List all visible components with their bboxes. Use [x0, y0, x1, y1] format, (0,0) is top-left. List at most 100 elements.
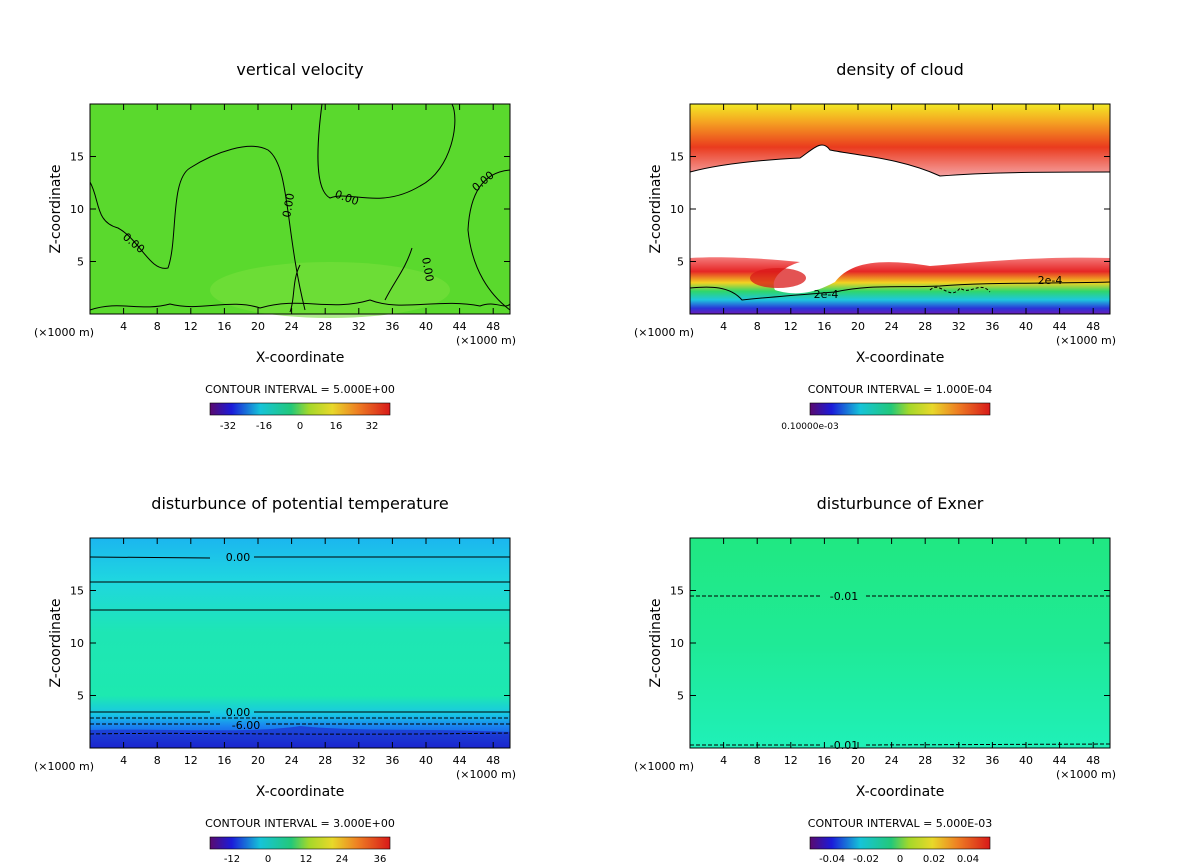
x-tick-label: 28	[918, 320, 932, 333]
y-tick-label: 10	[670, 203, 684, 216]
y-tick-label: 15	[70, 151, 84, 164]
x-tick-label: 28	[318, 754, 332, 767]
x-tick-label: 20	[851, 754, 865, 767]
x-tick-label: 32	[352, 320, 366, 333]
colorbar-label: 24	[336, 854, 349, 865]
colorbar-labels: -0.04 -0.02 0 0.02 0.04	[819, 854, 979, 865]
x-tick-label: 20	[251, 754, 265, 767]
x-tick-label: 48	[1086, 754, 1100, 767]
x-tick-label: 4	[120, 320, 127, 333]
x-tick-label: 12	[184, 754, 198, 767]
y-tick-label: 5	[677, 690, 684, 703]
y-tick-label: 5	[677, 256, 684, 269]
contour-interval: CONTOUR INTERVAL = 5.000E-03	[808, 817, 992, 830]
x-unit-right: (×1000 m)	[1056, 334, 1116, 347]
cold-layer	[90, 726, 510, 748]
colorbar	[209, 402, 391, 416]
x-tick-label: 40	[1019, 754, 1033, 767]
contour-label: 0.00	[280, 192, 297, 218]
colorbar-label: 32	[366, 421, 379, 432]
colorbar-label: -0.04	[819, 854, 845, 865]
cloud-blob	[750, 268, 806, 288]
x-tick-label: 36	[985, 754, 999, 767]
x-tick-label: 4	[120, 754, 127, 767]
contour-lines	[689, 144, 1111, 301]
panel-density-of-cloud: density of cloud 2e-4 2e-4 4 8 12 16 20 24 28 3…	[634, 60, 1116, 432]
x-tick-label: 4	[720, 754, 727, 767]
y-tick-label: 5	[77, 690, 84, 703]
y-tick-label: 5	[77, 256, 84, 269]
x-tick-label: 32	[952, 320, 966, 333]
x-tick-label: 32	[952, 754, 966, 767]
plot-field	[690, 538, 1110, 748]
colorbar-labels: -32 -16 0 16 32	[220, 421, 379, 432]
colorbar-label: 0	[265, 854, 271, 865]
contour-lines	[89, 556, 511, 735]
y-axis-label: Z-coordinate	[48, 164, 64, 253]
x-axis-label: X-coordinate	[856, 350, 945, 366]
x-tick-label: 44	[1053, 754, 1067, 767]
x-unit-right: (×1000 m)	[456, 768, 516, 781]
plot-field	[90, 538, 510, 748]
colorbar-label: -16	[256, 421, 272, 432]
colorbar-label: 0.02	[923, 854, 945, 865]
colorbar-label: -0.02	[853, 854, 879, 865]
panel-potential-temperature: disturbunce of potential temperature 0.0…	[34, 494, 516, 865]
contour-label: -0.01	[830, 590, 858, 603]
y-tick-label: 10	[70, 203, 84, 216]
x-tick-label: 36	[985, 320, 999, 333]
field-shade	[210, 262, 450, 318]
x-unit-left: (×1000 m)	[34, 760, 94, 773]
contour-label: -6.00	[232, 719, 260, 732]
x-tick-label: 8	[154, 754, 161, 767]
y-tick-label: 15	[670, 151, 684, 164]
colorbar-label: 12	[300, 854, 313, 865]
x-tick-label: 12	[184, 320, 198, 333]
contour-label: 0.00	[226, 706, 251, 719]
contour-label: 2e-4	[1038, 274, 1063, 287]
x-tick-label: 12	[784, 754, 798, 767]
x-axis-label: X-coordinate	[856, 784, 945, 800]
y-tick-label: 10	[70, 637, 84, 650]
x-tick-label: 16	[217, 320, 231, 333]
x-unit-right: (×1000 m)	[1056, 768, 1116, 781]
x-axis-label: X-coordinate	[256, 784, 345, 800]
x-tick-label: 16	[817, 754, 831, 767]
chart-title: density of cloud	[836, 60, 964, 79]
colorbar	[209, 836, 391, 850]
colorbar-label: 36	[374, 854, 387, 865]
y-tick-label: 15	[670, 585, 684, 598]
y-axis-label: Z-coordinate	[648, 164, 664, 253]
colorbar-label: 0.04	[957, 854, 979, 865]
contour-interval: CONTOUR INTERVAL = 1.000E-04	[808, 383, 992, 396]
cloud-bottom-layer	[690, 257, 1110, 314]
x-tick-label: 36	[385, 320, 399, 333]
colorbar-label: 0	[297, 421, 303, 432]
x-tick-label: 20	[851, 320, 865, 333]
contour-interval: CONTOUR INTERVAL = 3.000E+00	[205, 817, 395, 830]
x-tick-label: 12	[784, 320, 798, 333]
x-tick-label: 32	[352, 754, 366, 767]
y-tick-label: 10	[670, 637, 684, 650]
contour-label: 0.00	[419, 256, 436, 282]
colorbar-label: 0.10000e-03	[781, 422, 838, 432]
x-unit-right: (×1000 m)	[456, 334, 516, 347]
y-tick-label: 15	[70, 585, 84, 598]
colorbar	[809, 402, 991, 416]
colorbar-label: -12	[224, 854, 240, 865]
colorbar-label: -32	[220, 421, 236, 432]
x-tick-label: 16	[817, 320, 831, 333]
x-tick-label: 24	[885, 320, 899, 333]
x-tick-label: 24	[285, 754, 299, 767]
x-unit-left: (×1000 m)	[634, 760, 694, 773]
colorbar	[809, 836, 991, 850]
colorbar-label: 0	[897, 854, 903, 865]
x-tick-label: 40	[1019, 320, 1033, 333]
x-tick-label: 4	[720, 320, 727, 333]
x-tick-label: 44	[1053, 320, 1067, 333]
colorbar-label: 16	[330, 421, 343, 432]
x-tick-label: 28	[318, 320, 332, 333]
x-unit-left: (×1000 m)	[634, 326, 694, 339]
